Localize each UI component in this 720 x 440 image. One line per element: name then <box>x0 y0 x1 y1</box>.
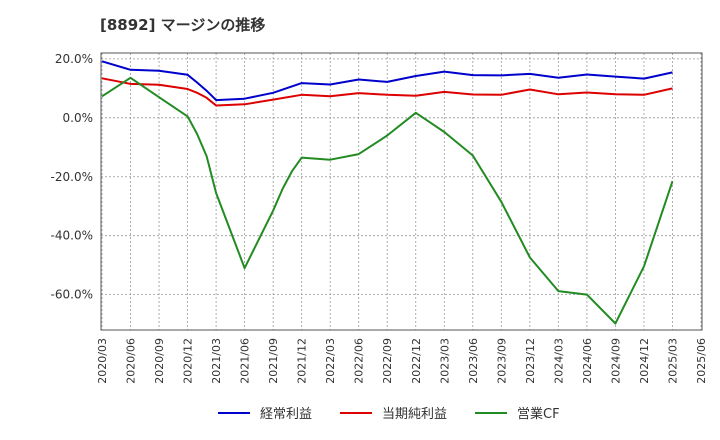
x-tick-label: 2022/03 <box>324 338 337 384</box>
plot-background <box>101 53 702 330</box>
chart-title: [8892] マージンの推移 <box>100 16 266 34</box>
y-tick-label: -60.0% <box>51 288 93 302</box>
x-tick-label: 2021/09 <box>267 338 280 384</box>
series-line-2 <box>101 77 673 107</box>
legend: 経常利益 当期純利益 営業CF <box>218 403 560 422</box>
x-tick-label: 2023/06 <box>467 338 480 384</box>
y-tick-label: 0.0% <box>63 111 94 125</box>
x-tick-label: 2022/06 <box>353 338 366 384</box>
x-tick-label: 2023/03 <box>438 338 451 384</box>
x-tick-label: 2025/03 <box>666 338 679 384</box>
legend-item: 営業CF <box>475 403 560 422</box>
x-tick-label: 2021/06 <box>239 338 252 384</box>
x-tick-label: 2024/12 <box>638 338 651 384</box>
x-tick-label: 2022/12 <box>410 338 423 384</box>
x-tick-label: 2020/12 <box>182 338 195 384</box>
x-tick-label: 2025/06 <box>695 338 708 384</box>
grid-lines <box>101 53 702 330</box>
legend-label: 営業CF <box>517 407 560 422</box>
legend-label: 当期純利益 <box>382 407 448 422</box>
x-tick-label: 2021/12 <box>296 338 309 384</box>
plot-border <box>100 52 703 331</box>
x-axis-ticks: 2020/03 2020/06 2020/09 2020/12 2021/03 2021/… <box>96 338 708 384</box>
series-lines <box>101 60 674 325</box>
legend-item: 経常利益 <box>218 403 312 422</box>
x-tick-label: 2020/03 <box>96 338 109 384</box>
x-tick-label: 2021/03 <box>210 338 223 384</box>
y-axis-ticks: 20.0% 0.0% -20.0% -40.0% -60.0% <box>51 52 93 302</box>
y-tick-label: -40.0% <box>51 229 93 243</box>
x-tick-label: 2020/06 <box>125 338 138 384</box>
legend-swatch <box>218 411 250 414</box>
x-tick-label: 2024/06 <box>581 338 594 384</box>
legend-item: 当期純利益 <box>340 403 447 422</box>
x-tick-label: 2023/12 <box>524 338 537 384</box>
x-tick-label: 2024/03 <box>552 338 565 384</box>
x-tick-label: 2024/09 <box>609 338 622 384</box>
x-tick-label: 2020/09 <box>153 338 166 384</box>
legend-swatch <box>475 411 508 414</box>
legend-swatch <box>340 411 373 414</box>
legend-label: 経常利益 <box>260 407 313 422</box>
y-tick-label: 20.0% <box>55 52 93 66</box>
series-line-3 <box>101 76 674 325</box>
x-tick-label: 2022/09 <box>381 338 394 384</box>
x-tick-label: 2023/09 <box>495 338 508 384</box>
y-tick-label: -20.0% <box>51 170 93 184</box>
series-line-1 <box>101 60 673 102</box>
